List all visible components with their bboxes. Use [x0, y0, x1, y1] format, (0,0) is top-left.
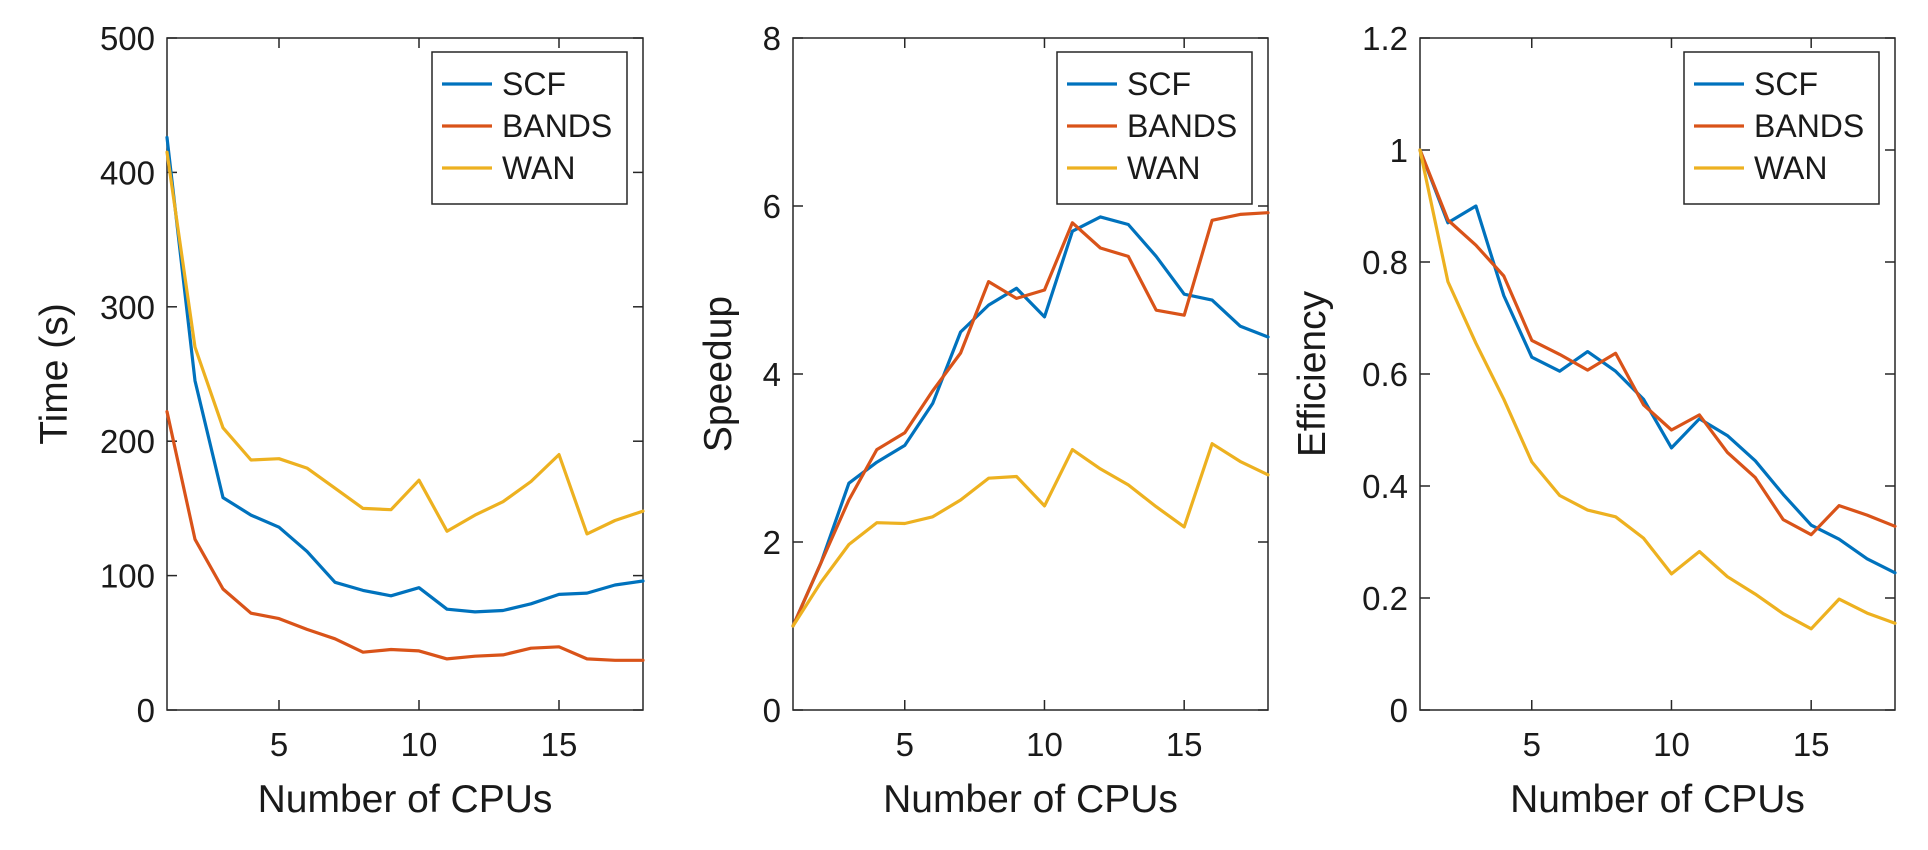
- series-line-bands: [791, 211, 1270, 628]
- x-tick-label: 15: [1166, 726, 1203, 763]
- legend-label-scf: SCF: [502, 66, 566, 102]
- y-tick-label: 400: [100, 154, 155, 191]
- y-tick-label: 1: [1390, 132, 1408, 169]
- y-tick-label: 2: [763, 524, 781, 561]
- x-tick-label: 10: [401, 726, 438, 763]
- x-tick-label: 15: [541, 726, 578, 763]
- legend-label-bands: BANDS: [502, 108, 612, 144]
- y-tick-label: 4: [763, 356, 781, 393]
- series-line-wan: [165, 150, 645, 536]
- y-axis-label: Speedup: [697, 296, 740, 452]
- series-line-wan: [1418, 148, 1897, 631]
- y-tick-label: 500: [100, 20, 155, 57]
- series-line-bands: [165, 410, 645, 662]
- y-tick-label: 300: [100, 289, 155, 326]
- y-tick-label: 0.2: [1362, 580, 1408, 617]
- y-tick-label: 0.6: [1362, 356, 1408, 393]
- legend-label-scf: SCF: [1127, 66, 1191, 102]
- x-tick-label: 5: [270, 726, 288, 763]
- legend-box: [1683, 51, 1880, 205]
- y-tick-label: 200: [100, 423, 155, 460]
- series-line-scf: [165, 135, 645, 614]
- y-tick-label: 0: [1390, 692, 1408, 729]
- legend-label-wan: WAN: [502, 150, 575, 186]
- y-tick-label: 0: [137, 692, 155, 729]
- y-tick-label: 8: [763, 20, 781, 57]
- legend-box: [1056, 51, 1253, 205]
- x-tick-label: 5: [896, 726, 914, 763]
- chart-panel-1: 0 100 200 300 400 500 5 10 15 Number of CPUs Time …: [33, 20, 645, 821]
- series-line-bands: [1418, 148, 1897, 537]
- x-axis-label: Number of CPUs: [883, 778, 1178, 821]
- y-tick-label: 100: [100, 558, 155, 595]
- y-tick-label: 0.8: [1362, 244, 1408, 281]
- x-axis-label: Number of CPUs: [1510, 778, 1805, 821]
- series-line-wan: [791, 442, 1270, 628]
- x-tick-label: 15: [1793, 726, 1830, 763]
- x-tick-label: 10: [1653, 726, 1690, 763]
- legend-label-bands: BANDS: [1754, 108, 1864, 144]
- y-axis-label: Time (s): [33, 303, 76, 445]
- chart-panel-3: 0 0.2 0.4 0.6 0.8 1 1.2 5 10 15 Number of CPUs Effi…: [1291, 20, 1897, 821]
- x-tick-label: 5: [1523, 726, 1541, 763]
- chart-panel-2: 0 2 4 6 8 5 10 15 Number of CPUs Speedup SCF BANDS W…: [697, 20, 1270, 821]
- legend-label-wan: WAN: [1127, 150, 1200, 186]
- y-tick-label: 6: [763, 188, 781, 225]
- legend-label-wan: WAN: [1754, 150, 1827, 186]
- legend-label-scf: SCF: [1754, 66, 1818, 102]
- x-axis-label: Number of CPUs: [258, 778, 553, 821]
- legend-label-bands: BANDS: [1127, 108, 1237, 144]
- y-axis-label: Efficiency: [1291, 290, 1334, 457]
- y-tick-label: 0: [763, 692, 781, 729]
- x-tick-label: 10: [1026, 726, 1063, 763]
- y-tick-label: 1.2: [1362, 20, 1408, 57]
- legend-box: [431, 51, 628, 205]
- series-line-scf: [1418, 148, 1897, 575]
- y-tick-label: 0.4: [1362, 468, 1408, 505]
